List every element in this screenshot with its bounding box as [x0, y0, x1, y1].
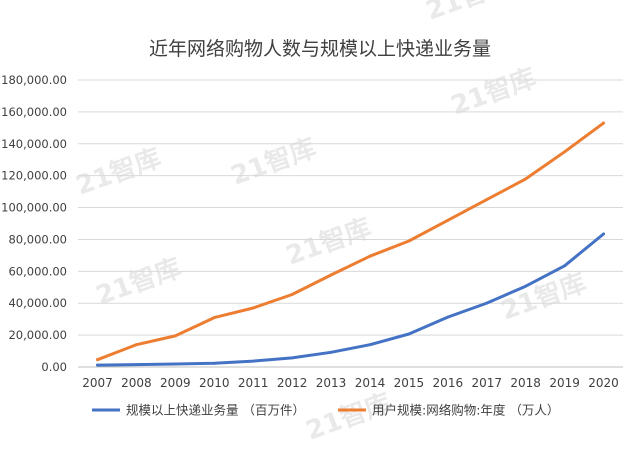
- x-tick-label: 2008: [121, 376, 152, 390]
- x-tick-label: 2009: [160, 376, 191, 390]
- data-point: [251, 306, 255, 310]
- data-point: [134, 363, 138, 367]
- legend-label-0: 规模以上快递业务量 （百万件）: [126, 403, 305, 418]
- x-tick-label: 2011: [238, 376, 269, 390]
- data-point: [173, 334, 177, 338]
- y-tick-label: 20,000.00: [8, 328, 67, 342]
- data-point: [368, 254, 372, 258]
- data-point: [602, 232, 605, 236]
- data-point: [96, 363, 99, 367]
- data-point: [524, 284, 528, 288]
- y-tick-label: 100,000.00: [1, 201, 67, 215]
- x-tick-label: 2014: [355, 376, 386, 390]
- watermark-text: 21智库: [227, 133, 320, 191]
- y-tick-label: 120,000.00: [1, 169, 67, 183]
- x-tick-label: 2007: [82, 376, 113, 390]
- y-tick-label: 40,000.00: [8, 296, 67, 310]
- x-tick-label: 2016: [433, 376, 464, 390]
- data-point: [563, 150, 567, 154]
- y-tick-label: 180,000.00: [1, 73, 67, 87]
- x-tick-label: 2019: [549, 376, 580, 390]
- legend-label-1: 用户规模:网络购物:年度 （万人）: [372, 403, 559, 418]
- data-point: [407, 239, 411, 243]
- x-tick-label: 2012: [277, 376, 308, 390]
- data-point: [407, 332, 411, 336]
- x-tick-label: 2018: [510, 376, 541, 390]
- y-tick-label: 60,000.00: [8, 264, 67, 278]
- data-point: [290, 356, 294, 360]
- watermark-text: 21智库: [447, 63, 540, 121]
- data-point: [212, 361, 216, 365]
- x-tick-label: 2017: [471, 376, 502, 390]
- legend: 规模以上快递业务量 （百万件） 用户规模:网络购物:年度 （万人）: [92, 403, 559, 418]
- data-point: [563, 264, 567, 268]
- series-line-1: [96, 121, 605, 362]
- y-tick-label: 160,000.00: [1, 105, 67, 119]
- data-point: [368, 343, 372, 347]
- gridlines: [78, 79, 623, 368]
- y-axis-ticks: 0.00 20,000.00 40,000.00 60,000.00 80,000.00…: [1, 73, 67, 374]
- data-point: [602, 121, 605, 125]
- data-point: [212, 316, 216, 319]
- x-tick-label: 2015: [394, 376, 425, 390]
- series-line-0: [96, 232, 605, 367]
- data-point: [290, 293, 294, 296]
- x-tick-label: 2010: [199, 376, 230, 390]
- data-point: [446, 218, 450, 222]
- data-point: [96, 358, 99, 362]
- data-point: [524, 177, 528, 181]
- data-point: [134, 343, 138, 347]
- y-tick-label: 140,000.00: [1, 137, 67, 151]
- data-point: [251, 359, 255, 363]
- chart-title: 近年网络购物人数与规模以上快递业务量: [149, 38, 491, 60]
- data-point: [329, 350, 333, 354]
- watermark-text: 21智库: [72, 143, 165, 201]
- y-tick-label: 80,000.00: [8, 232, 67, 246]
- data-point: [485, 301, 489, 305]
- data-point: [329, 273, 333, 277]
- x-tick-label: 2020: [588, 376, 619, 390]
- watermark-text: 21智库: [422, 0, 515, 27]
- data-point: [446, 315, 450, 319]
- data-point: [173, 362, 177, 366]
- x-axis-ticks: 2007 2008 2009 2010 2011 2012 2013 2014 2015 2016…: [82, 376, 619, 390]
- x-tick-label: 2013: [316, 376, 347, 390]
- watermark-text: 21智库: [282, 213, 375, 271]
- y-tick-label: 0.00: [41, 360, 67, 374]
- series-lines: [96, 121, 605, 367]
- data-point: [485, 198, 489, 201]
